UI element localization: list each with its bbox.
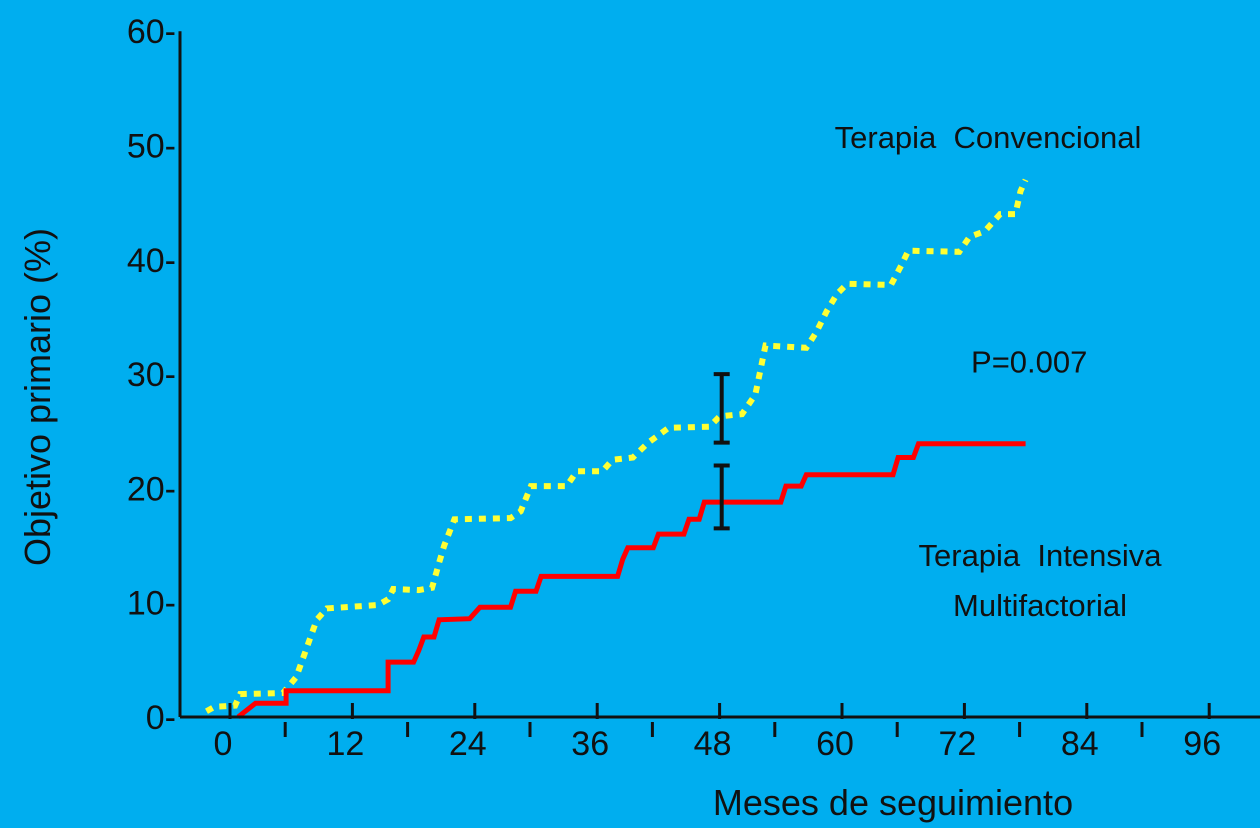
- x-tick-label: 24: [449, 725, 487, 763]
- y-tick-label: 50-: [127, 128, 176, 166]
- x-tick-label: 72: [938, 725, 976, 763]
- y-tick-label: 60-: [127, 13, 176, 51]
- x-tick-label: 84: [1061, 725, 1099, 763]
- errorbar-layer: [713, 372, 730, 531]
- x-tick-label: 36: [571, 725, 609, 763]
- series-label-conventional: Terapia Convencional: [835, 120, 1142, 155]
- x-axis-title: Meses de seguimiento: [713, 782, 1073, 823]
- y-tick-label: 30-: [127, 356, 176, 394]
- x-tick-label: 60: [816, 725, 854, 763]
- axes-layer: 0- 10- 20- 30- 40- 50- 60- 0 12 24 36 48 60 72 84 96: [127, 13, 1260, 763]
- x-tick-label: 12: [326, 725, 364, 763]
- p-value-annotation: P=0.007: [971, 345, 1087, 380]
- x-tick-label: 48: [694, 725, 732, 763]
- x-tick-label: 0: [214, 725, 233, 763]
- y-tick-label: 0-: [146, 699, 176, 737]
- y-tick-label: 20-: [127, 470, 176, 508]
- x-tick-label: 96: [1183, 725, 1221, 763]
- series-label-intensive: Multifactorial: [953, 588, 1127, 623]
- y-tick-label: 10-: [127, 585, 176, 623]
- series-layer: [205, 178, 1029, 719]
- series-line-intensive: [236, 441, 1026, 719]
- labels-layer: Terapia Convencional Terapia Intensiva Mul…: [835, 120, 1163, 623]
- y-axis-title: Objetivo primario (%): [17, 228, 58, 566]
- series-label-intensive: Terapia Intensiva: [919, 538, 1163, 573]
- y-tick-label: 40-: [127, 242, 176, 280]
